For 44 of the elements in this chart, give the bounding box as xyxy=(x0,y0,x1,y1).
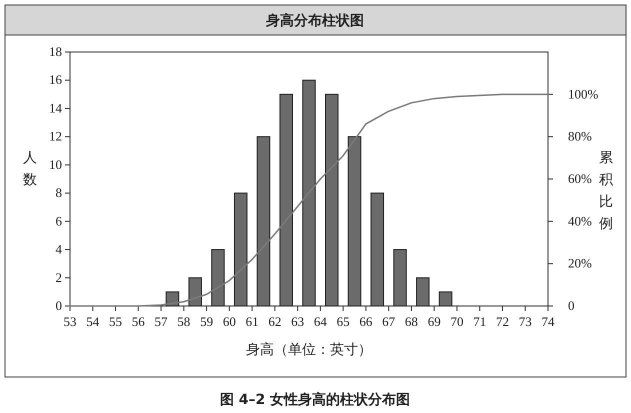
x-tick-label: 61 xyxy=(246,314,259,329)
y2-tick-label: 20% xyxy=(568,256,592,271)
x-tick-label: 66 xyxy=(359,314,373,329)
x-tick-label: 69 xyxy=(428,314,441,329)
x-tick-label: 54 xyxy=(86,314,100,329)
x-tick-label: 58 xyxy=(177,314,190,329)
y2-axis-title: 累积比例 xyxy=(599,150,613,232)
x-tick-label: 55 xyxy=(109,314,122,329)
y-tick-label: 16 xyxy=(49,72,62,88)
x-tick-label: 68 xyxy=(404,314,418,329)
x-tick-label: 71 xyxy=(473,314,486,329)
y-tick-label: 2 xyxy=(56,270,62,285)
x-tick-label: 63 xyxy=(291,314,304,329)
y2-tick-label: 60% xyxy=(568,171,592,186)
y-tick-label: 8 xyxy=(56,185,62,200)
line-series xyxy=(69,94,549,307)
y-tick-label: 0 xyxy=(56,298,62,313)
y2-tick-label: 80% xyxy=(568,128,592,144)
y-tick-label: 10 xyxy=(49,156,62,172)
x-tick-label: 73 xyxy=(518,314,532,329)
x-axis-title: 身高（单位：英寸） xyxy=(246,342,372,358)
caption: 图 4–2 女性身高的柱状分布图 xyxy=(220,391,410,408)
x-tick-label: 72 xyxy=(496,314,509,329)
y-tick-label: 6 xyxy=(56,213,62,228)
x-tick-label: 74 xyxy=(542,314,555,329)
x-tick-label: 60 xyxy=(222,314,236,329)
x-tick-label: 70 xyxy=(450,314,464,329)
x-tick-label: 53 xyxy=(64,314,76,329)
x-tick-label: 56 xyxy=(132,314,146,329)
y-tick-label: 12 xyxy=(49,128,62,144)
x-tick-label: 64 xyxy=(314,314,328,329)
x-tick-label: 62 xyxy=(268,314,282,329)
y-tick-label: 18 xyxy=(49,44,62,59)
y-axis-title: 人数 xyxy=(23,150,37,188)
y-tick-label: 4 xyxy=(56,242,62,257)
x-tick-label: 65 xyxy=(336,314,350,329)
x-tick-label: 59 xyxy=(200,314,214,329)
y2-tick-label: 40% xyxy=(568,213,592,228)
x-tick-label: 57 xyxy=(154,314,168,329)
chart-title: 身高分布柱状图 xyxy=(265,12,364,29)
y2-tick-label: 100% xyxy=(568,86,598,102)
y-tick-label: 14 xyxy=(49,100,62,116)
x-tick-label: 67 xyxy=(382,314,396,329)
y2-tick-label: 0 xyxy=(568,298,574,313)
